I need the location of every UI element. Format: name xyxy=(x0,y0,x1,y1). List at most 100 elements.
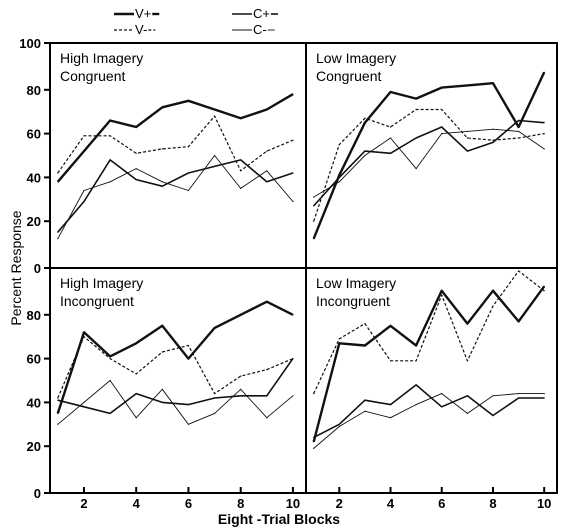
data-point xyxy=(83,331,85,333)
data-point xyxy=(543,285,545,287)
data-point xyxy=(364,150,366,152)
data-point xyxy=(492,141,494,143)
data-point xyxy=(389,360,392,362)
legend-label-vminus: V- xyxy=(135,22,147,37)
data-point xyxy=(389,152,392,154)
data-point xyxy=(518,270,520,272)
data-point xyxy=(214,165,216,167)
panel-title-line: High Imagery xyxy=(60,50,143,66)
data-point xyxy=(109,135,111,137)
data-point xyxy=(518,137,520,139)
x-tick-label: 10 xyxy=(537,496,551,511)
legend-label-vplus: V+ xyxy=(135,6,151,21)
data-point xyxy=(338,181,340,183)
data-point xyxy=(441,87,443,89)
panel-title-line: Incongruent xyxy=(60,293,134,309)
data-point xyxy=(83,336,85,338)
y-tick-label: 60 xyxy=(27,352,41,367)
data-point xyxy=(187,146,189,148)
data-point xyxy=(266,181,268,183)
data-point xyxy=(161,181,163,183)
panel-title-line: Congruent xyxy=(60,68,125,84)
data-point xyxy=(466,323,468,325)
series-line-vminus xyxy=(313,270,545,394)
data-point xyxy=(187,423,189,425)
data-point xyxy=(57,181,59,183)
data-point xyxy=(240,159,242,161)
data-point xyxy=(187,172,189,174)
data-point xyxy=(266,395,268,397)
data-point xyxy=(240,375,242,377)
data-point xyxy=(57,172,59,174)
data-point xyxy=(135,126,137,128)
data-point xyxy=(161,185,163,187)
data-point xyxy=(441,108,443,111)
legend-label-cminus: C- xyxy=(253,22,267,37)
data-point xyxy=(338,144,340,146)
data-point xyxy=(492,305,494,307)
data-point xyxy=(83,135,85,137)
data-point xyxy=(292,358,294,360)
series-line-cminus xyxy=(313,128,545,198)
data-point xyxy=(466,360,468,362)
axes: 0 0 20 20 40 40 60 60 80 80 100 2 4 6 8 10 2 4 6 8 10 xyxy=(19,36,551,511)
series-line-vminus xyxy=(57,336,294,399)
data-point xyxy=(313,196,315,198)
x-tick-label: 6 xyxy=(438,496,445,511)
x-tick-label: 6 xyxy=(185,496,192,511)
data-point xyxy=(492,414,494,417)
panel-frames xyxy=(49,42,558,494)
series-line-vplus xyxy=(312,285,546,443)
panel-4: Low Imagery Incongruent xyxy=(312,270,546,449)
data-point xyxy=(389,137,392,139)
y-tick-label: 0 xyxy=(34,261,41,276)
data-point xyxy=(266,150,268,152)
data-point xyxy=(466,130,468,132)
data-point xyxy=(292,93,294,95)
data-point xyxy=(313,441,315,443)
data-point xyxy=(441,126,443,128)
data-point xyxy=(135,152,137,154)
data-point xyxy=(389,404,392,406)
data-point xyxy=(492,395,494,397)
data-point xyxy=(415,384,417,386)
data-point xyxy=(214,154,216,157)
data-point xyxy=(266,108,268,111)
data-point xyxy=(518,119,520,122)
legend: V+ C+ V- C- xyxy=(114,6,278,37)
data-point xyxy=(415,168,417,170)
data-point xyxy=(415,360,417,362)
data-point xyxy=(466,150,468,152)
data-point xyxy=(161,325,163,327)
data-point xyxy=(313,205,315,207)
data-point xyxy=(266,170,268,172)
x-tick-label: 2 xyxy=(80,496,87,511)
data-point xyxy=(240,170,242,172)
panel-title-line: Congruent xyxy=(316,68,381,84)
data-point xyxy=(364,410,366,412)
data-point xyxy=(292,314,294,316)
data-point xyxy=(492,128,494,130)
panel-title-line: Low Imagery xyxy=(316,275,396,291)
data-point xyxy=(135,417,137,419)
data-point xyxy=(109,159,111,161)
series-line-cminus xyxy=(313,393,545,449)
data-point xyxy=(313,447,315,449)
data-point xyxy=(240,117,242,119)
data-point xyxy=(83,150,85,152)
data-point xyxy=(338,176,340,178)
data-point xyxy=(83,406,85,408)
data-point xyxy=(441,290,443,292)
data-point xyxy=(161,106,163,108)
data-point xyxy=(214,397,216,399)
y-tick-label: 80 xyxy=(27,83,41,98)
data-point xyxy=(187,404,189,406)
data-point xyxy=(313,393,315,395)
x-axis-title: Eight -Trial Blocks xyxy=(218,511,340,527)
series-line-cplus xyxy=(57,159,294,233)
data-point xyxy=(135,373,137,375)
y-axis-title: Percent Response xyxy=(8,210,24,325)
data-point xyxy=(313,238,315,240)
data-point xyxy=(109,358,111,360)
data-point xyxy=(187,358,189,360)
